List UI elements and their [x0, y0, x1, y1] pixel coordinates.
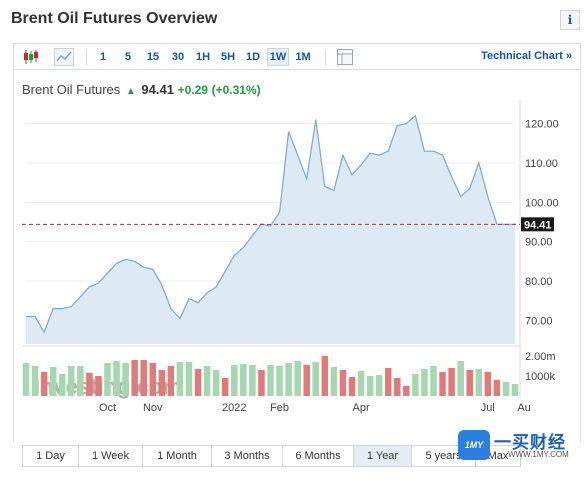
info-button[interactable]: i: [560, 10, 580, 30]
up-arrow-icon: ▲: [125, 86, 136, 97]
range-1-year[interactable]: 1 Year: [354, 446, 412, 466]
price-change-percent: (+0.31%): [211, 83, 261, 97]
chart-settings-icon[interactable]: [336, 48, 354, 66]
range-3-months[interactable]: 3 Months: [212, 446, 283, 466]
range-selector: 1 Day 1 Week 1 Month 3 Months 6 Months 1…: [22, 445, 521, 467]
source-badge: 1MY 一买财经 WWW.1MY.COM: [458, 428, 576, 462]
timeframe-1[interactable]: 1: [99, 51, 107, 63]
last-price: 94.41: [141, 82, 174, 97]
timeframe-15[interactable]: 15: [146, 51, 160, 63]
range-6-months[interactable]: 6 Months: [283, 446, 354, 466]
timeframe-1d[interactable]: 1D: [245, 51, 261, 63]
instrument-name: Brent Oil Futures: [22, 82, 121, 97]
widget-title: Brent Oil Futures Overview: [11, 10, 218, 27]
range-1-week[interactable]: 1 Week: [79, 446, 143, 466]
range-1-day[interactable]: 1 Day: [23, 446, 79, 466]
badge-url: WWW.1MY.COM: [508, 450, 569, 459]
timeframe-1w[interactable]: 1W: [267, 48, 289, 66]
chart-toolbar: 1 5 15 30 1H 5H 1D 1W 1M Technical Chart…: [13, 43, 581, 70]
timeframe-5h[interactable]: 5H: [220, 51, 236, 63]
timeframe-5[interactable]: 5: [124, 51, 132, 63]
widget-header: Brent Oil Futures Overview i: [0, 0, 588, 40]
badge-title: 一买财经: [494, 433, 566, 453]
area-chart-icon[interactable]: [54, 48, 74, 66]
timeframe-1h[interactable]: 1H: [195, 51, 211, 63]
price-change: +0.29: [177, 83, 208, 97]
badge-logo: 1MY: [458, 430, 490, 460]
candlestick-icon[interactable]: [22, 48, 40, 66]
range-1-month[interactable]: 1 Month: [143, 446, 212, 466]
timeframe-30[interactable]: 30: [171, 51, 185, 63]
timeframe-1m[interactable]: 1M: [295, 51, 311, 63]
technical-chart-link[interactable]: Technical Chart »: [481, 50, 572, 62]
toolbar-divider: [86, 49, 87, 65]
chart-panel: [13, 70, 581, 442]
quote-line: Brent Oil Futures ▲ 94.41 +0.29 (+0.31%): [22, 82, 261, 97]
toolbar-divider: [325, 49, 326, 65]
